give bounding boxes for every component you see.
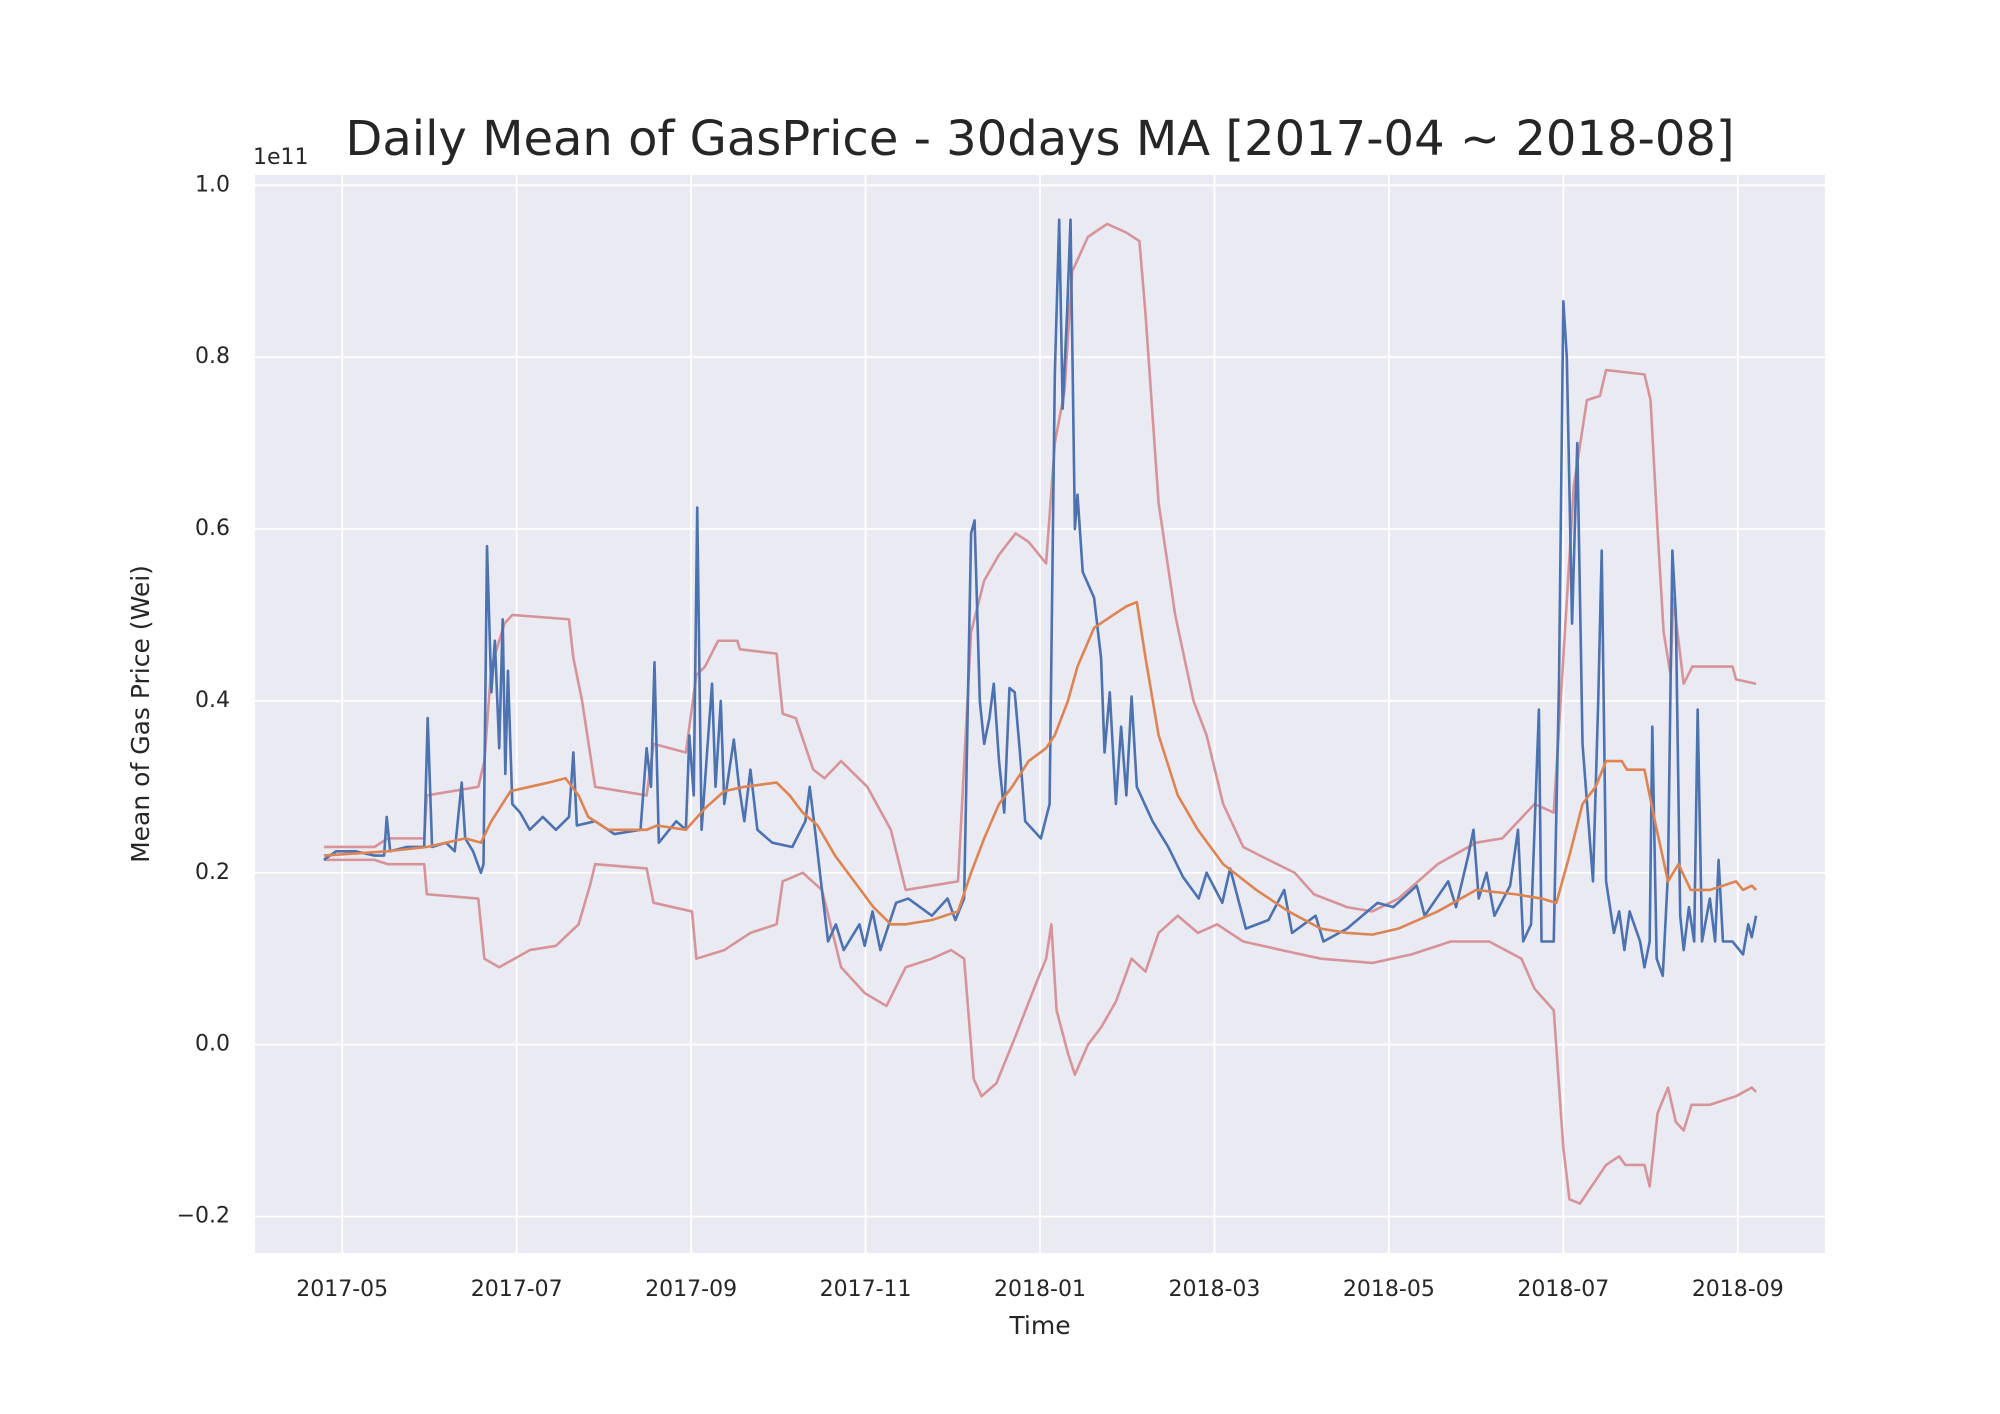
x-tick-label: 2018-01 [994, 1277, 1086, 1302]
series-line [323, 600, 1758, 936]
x-tick-label: 2017-07 [471, 1277, 563, 1302]
lines [323, 218, 1758, 1205]
x-tick-label: 2018-03 [1168, 1277, 1260, 1302]
y-tick-label: 0.4 [195, 688, 230, 713]
y-tick-label: 0.2 [195, 860, 230, 885]
y-offset-label: 1e11 [253, 145, 309, 170]
series-line [323, 222, 1757, 913]
y-axis-label: Mean of Gas Price (Wei) [126, 565, 155, 863]
x-tick-label: 2017-09 [645, 1277, 737, 1302]
x-axis-label: Time [1008, 1311, 1070, 1340]
y-tick-label: 1.0 [195, 172, 230, 197]
y-tick-label: −0.2 [177, 1203, 230, 1228]
series-line [323, 858, 1758, 1205]
x-tick-label: 2017-05 [296, 1277, 388, 1302]
series-line [323, 218, 1758, 978]
x-tick-label: 2018-07 [1517, 1277, 1609, 1302]
x-tick-label: 2018-05 [1343, 1277, 1435, 1302]
y-tick-label: 0.0 [195, 1032, 230, 1057]
y-tick-label: 0.6 [195, 516, 230, 541]
labels: −0.2 0.0 0.2 0.4 0.6 0.8 1.0 2017-05 2017-07 2017… [177, 172, 1784, 1302]
x-tick-label: 2017-11 [820, 1277, 912, 1302]
y-tick-label: 0.8 [195, 344, 230, 369]
x-tick-label: 2018-09 [1692, 1277, 1784, 1302]
chart-title: Daily Mean of GasPrice - 30days MA [2017… [345, 111, 1734, 167]
